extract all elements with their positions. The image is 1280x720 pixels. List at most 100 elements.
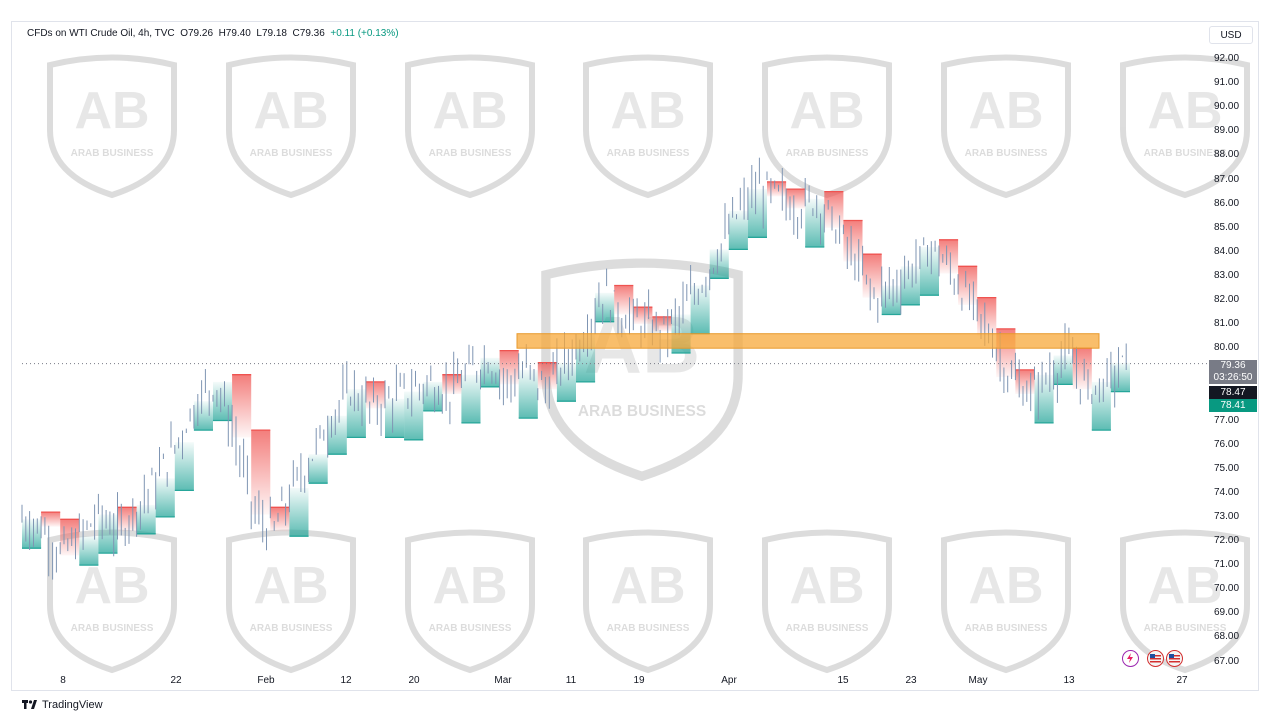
- trend-band-41: [805, 198, 825, 247]
- svg-text:ARAB BUSINESS: ARAB BUSINESS: [578, 403, 706, 420]
- y-tick-label: 76.00: [1214, 438, 1240, 450]
- trend-band-39: [767, 181, 787, 197]
- green-price-tag: 78.41: [1209, 399, 1257, 412]
- x-tick-label: Apr: [721, 675, 737, 686]
- y-tick-label: 90.00: [1214, 101, 1240, 113]
- x-tick-label: 13: [1063, 675, 1075, 686]
- svg-text:ARAB BUSINESS: ARAB BUSINESS: [786, 148, 869, 159]
- trend-band-45: [881, 285, 901, 315]
- trend-band-10: [213, 381, 233, 421]
- svg-text:ARAB BUSINESS: ARAB BUSINESS: [429, 148, 512, 159]
- trend-band-50: [977, 297, 997, 337]
- svg-text:AB: AB: [432, 82, 507, 140]
- chart-frame: [11, 21, 1259, 691]
- watermark-shield-8: AB ARAB BUSINESS: [762, 54, 892, 199]
- y-tick-label: 74.00: [1214, 486, 1240, 498]
- trend-band-20: [404, 391, 424, 440]
- watermark-shield-4: AB ARAB BUSINESS: [405, 54, 535, 199]
- trend-band-24: [480, 357, 500, 387]
- svg-text:AB: AB: [253, 557, 328, 615]
- last-price-label: 79.36: [1220, 360, 1246, 371]
- svg-text:AB: AB: [610, 82, 685, 140]
- y-tick-label: 71.00: [1214, 559, 1240, 571]
- trend-band-49: [958, 266, 978, 305]
- x-tick-label: 22: [170, 675, 182, 686]
- trend-band-27: [537, 362, 557, 390]
- symbol-title: CFDs on WTI Crude Oil, 4h, TVC: [27, 28, 175, 39]
- svg-text:AB: AB: [789, 557, 864, 615]
- svg-text:ARAB BUSINESS: ARAB BUSINESS: [965, 623, 1048, 634]
- svg-text:ARAB BUSINESS: ARAB BUSINESS: [1144, 623, 1227, 634]
- trend-band-16: [327, 415, 347, 455]
- svg-text:ARAB BUSINESS: ARAB BUSINESS: [429, 623, 512, 634]
- us-flag-icon[interactable]: [1147, 650, 1164, 667]
- trend-fill-layer: [22, 181, 1130, 566]
- svg-text:AB: AB: [1147, 557, 1222, 615]
- trend-band-15: [308, 454, 328, 484]
- trend-band-55: [1072, 348, 1092, 390]
- open-value: O79.26: [180, 28, 214, 39]
- trend-band-48: [939, 239, 959, 274]
- last-price-tag: 79.36 03:26:50: [1209, 360, 1257, 384]
- svg-text:AB: AB: [968, 82, 1043, 140]
- low-value: L79.18: [256, 28, 287, 39]
- trend-band-18: [365, 381, 385, 409]
- trend-band-0: [22, 519, 42, 549]
- lightning-icon[interactable]: [1122, 650, 1139, 667]
- trend-band-7: [155, 478, 175, 517]
- symbol-legend: CFDs on WTI Crude Oil, 4h, TVC O79.26 H7…: [27, 28, 399, 39]
- y-tick-label: 91.00: [1214, 77, 1240, 89]
- watermark-layer: AB ARAB BUSINESS AB ARAB BUSINESS AB ARAB BUS…: [47, 54, 1250, 674]
- trend-band-30: [595, 292, 615, 322]
- currency-button[interactable]: USD: [1209, 26, 1253, 44]
- trend-band-12: [251, 430, 271, 515]
- y-tick-label: 68.00: [1214, 631, 1240, 643]
- trend-band-36: [709, 249, 729, 279]
- y-tick-label: 70.00: [1214, 583, 1240, 595]
- us-flag-icon-2[interactable]: [1166, 650, 1183, 667]
- watermark-shield-10: AB ARAB BUSINESS: [941, 54, 1071, 199]
- trend-band-5: [117, 507, 137, 532]
- trend-band-38: [747, 189, 767, 238]
- x-tick-label: 15: [837, 675, 849, 686]
- y-tick-label: 72.00: [1214, 535, 1240, 546]
- watermark-shield-0: AB ARAB BUSINESS: [47, 54, 177, 199]
- trend-band-28: [556, 362, 576, 402]
- countdown-label: 03:26:50: [1213, 372, 1253, 383]
- trend-band-22: [442, 374, 462, 394]
- y-tick-label: 88.00: [1214, 149, 1240, 161]
- watermark-shield-6: AB ARAB BUSINESS: [583, 54, 713, 199]
- overlay-layer: [22, 333, 1208, 365]
- black-price-tag: 78.47: [1209, 386, 1257, 399]
- x-tick-label: 11: [565, 675, 577, 686]
- trend-band-44: [862, 254, 882, 298]
- x-tick-label: 12: [340, 675, 352, 686]
- svg-text:ARAB BUSINESS: ARAB BUSINESS: [607, 623, 690, 634]
- trend-band-2: [60, 519, 80, 556]
- trend-band-14: [289, 488, 309, 537]
- y-tick-label: 86.00: [1214, 197, 1240, 209]
- price-bars-layer: [21, 157, 1127, 580]
- trend-band-1: [41, 512, 61, 527]
- trend-band-40: [786, 189, 806, 209]
- svg-text:ARAB BUSINESS: ARAB BUSINESS: [965, 148, 1048, 159]
- watermark-shield-3: AB ARAB BUSINESS: [226, 529, 356, 674]
- svg-text:AB: AB: [1147, 82, 1222, 140]
- y-tick-label: 77.00: [1214, 414, 1240, 426]
- trend-band-47: [919, 247, 939, 296]
- y-tick-label: 75.00: [1214, 462, 1240, 474]
- trend-band-26: [518, 369, 538, 419]
- x-tick-label: 8: [60, 675, 66, 686]
- trend-band-17: [346, 389, 366, 438]
- trend-band-54: [1053, 355, 1073, 385]
- resistance-zone: [516, 333, 1100, 349]
- tradingview-brand[interactable]: TradingView: [42, 699, 103, 711]
- trend-band-53: [1034, 374, 1054, 423]
- trend-band-33: [652, 316, 672, 332]
- tradingview-logo-icon: [22, 700, 37, 709]
- y-tick-label: 92.00: [1214, 53, 1240, 64]
- trend-band-23: [461, 374, 481, 423]
- y-tick-label: 81.00: [1214, 318, 1240, 330]
- trend-band-37: [728, 210, 748, 250]
